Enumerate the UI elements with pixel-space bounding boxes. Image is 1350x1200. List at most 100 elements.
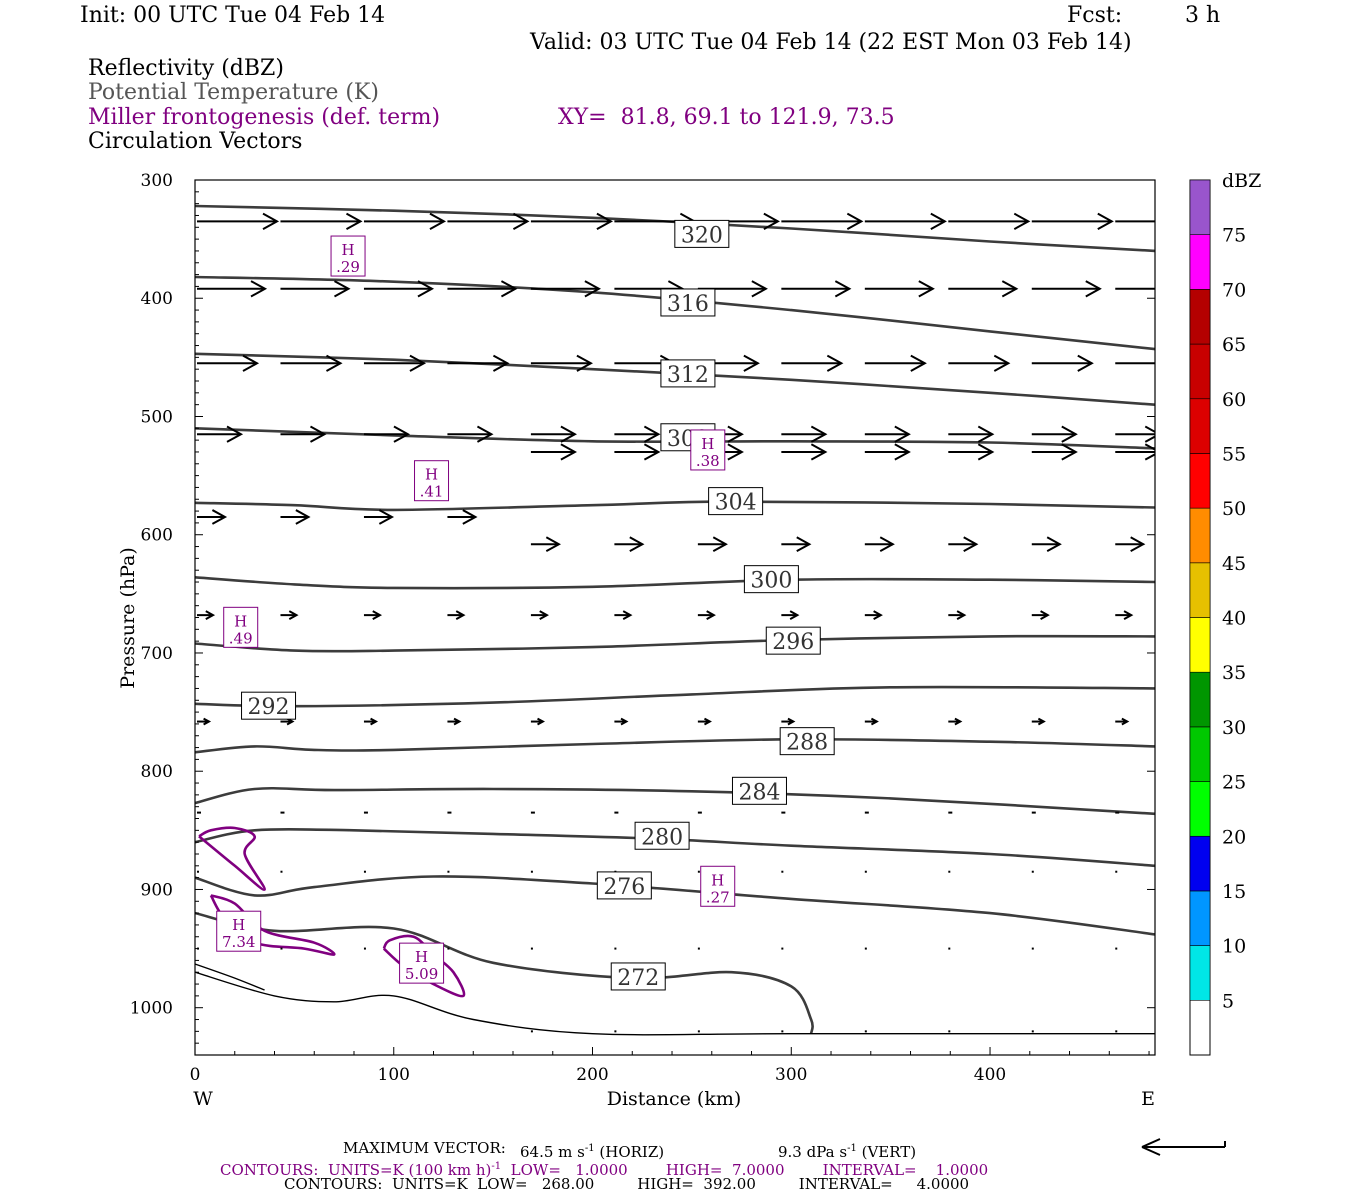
max-vector-horiz: 64.5 m s-1 (HORIZ)	[520, 1143, 665, 1161]
vector-head	[930, 212, 947, 230]
theta-label: 320	[681, 223, 723, 248]
colorbar-segment	[1189, 343, 1211, 400]
vector-head	[476, 425, 494, 443]
frontogenesis-contour-units: CONTOURS: UNITS=K (100 km h)	[220, 1161, 492, 1179]
vector-head	[584, 280, 601, 298]
max-vector-horiz-unit: (HORIZ)	[599, 1143, 665, 1161]
max-vector-horiz-value: 64.5 m s	[520, 1143, 585, 1161]
vector-head	[622, 610, 633, 620]
colorbar-tick-label: 25	[1222, 772, 1246, 794]
vector-head	[370, 717, 379, 726]
vector-head	[956, 610, 967, 620]
reference-vector-arrow	[1141, 1138, 1226, 1156]
vector-head	[1037, 717, 1046, 726]
frontogenesis-max-value: .41	[420, 483, 444, 501]
colorbar-segment	[1189, 289, 1211, 345]
vector-head	[834, 280, 852, 298]
theta-label-box	[674, 219, 730, 248]
theta-contour	[195, 786, 1155, 816]
y-tick-label: 400	[141, 289, 173, 309]
vector-head	[963, 536, 979, 552]
y-tick-label: 900	[141, 880, 173, 900]
colorbar-tick-label: 35	[1222, 662, 1246, 684]
vector-head	[712, 536, 728, 552]
theta-contour	[195, 737, 1155, 754]
vector-head	[372, 610, 383, 620]
vector-head	[345, 212, 363, 230]
colorbar-segment	[1189, 398, 1211, 454]
vector-head	[703, 717, 712, 726]
vector-head	[596, 212, 613, 230]
contour-labels: 320316312308304300296292288284280276272H…	[216, 219, 835, 991]
vector-head	[250, 280, 268, 298]
theta-label-box	[610, 962, 666, 991]
theta-label: 288	[786, 731, 828, 756]
vector-head	[873, 610, 883, 620]
frontogenesis-max-label: H	[701, 435, 714, 453]
vector-head	[879, 536, 895, 552]
vector-head	[1144, 443, 1155, 461]
frontogenesis-max-value: .29	[336, 258, 360, 276]
colorbar-segment	[1189, 726, 1211, 782]
vector-head	[910, 354, 927, 372]
vector-head	[333, 280, 351, 298]
colorbar-segment	[1189, 835, 1211, 892]
x-tick-label: 100	[378, 1065, 410, 1085]
frontogenesis-max-box	[700, 865, 736, 907]
theta-label-box	[660, 359, 716, 388]
vector-head	[537, 717, 545, 726]
frontogenesis-max-value: .49	[229, 629, 253, 647]
vector-head	[894, 443, 911, 461]
theta-label-box	[708, 487, 764, 516]
colorbar: 5 10 15 20 25 30 35 40 45 50 55 60 65 70 75	[1189, 179, 1246, 1056]
vector-head	[727, 443, 744, 461]
vector-head	[1001, 280, 1019, 298]
forecast-label: Fcst:	[1067, 3, 1123, 28]
y-tick-label: 500	[141, 407, 173, 427]
vector-head	[954, 717, 963, 726]
vector-head	[262, 212, 280, 230]
init-time: Init: 00 UTC Tue 04 Feb 14	[80, 3, 386, 28]
vector-head	[226, 425, 244, 443]
theta-label: 300	[750, 569, 792, 594]
vector-head	[539, 610, 549, 620]
vector-head	[462, 509, 478, 525]
vector-head	[295, 509, 311, 525]
legend-circulation: Circulation Vectors	[88, 129, 303, 154]
vector-head	[1130, 536, 1146, 552]
vector-head	[492, 354, 510, 372]
theta-contour	[195, 971, 1155, 1036]
theta-label-box	[660, 288, 716, 317]
vector-head	[560, 443, 577, 461]
frontogenesis-max-box	[216, 910, 262, 952]
vector-head	[500, 280, 518, 298]
theta-label: 296	[772, 630, 814, 655]
frontogenesis-max-box	[223, 606, 259, 648]
vector-head	[1013, 212, 1031, 230]
vector-head	[378, 509, 395, 525]
vector-head	[826, 354, 844, 372]
x-tick-label: 0	[190, 1065, 201, 1085]
vector-head	[810, 443, 828, 461]
max-vector-vert: 9.3 dPa s-1 (VERT)	[778, 1143, 917, 1161]
theta-label-box	[743, 565, 799, 594]
theta-contours	[195, 204, 1155, 1036]
x-axis-east: E	[1141, 1088, 1155, 1110]
x-axis-label: Distance (km)	[607, 1088, 742, 1110]
frontogenesis-max-label: H	[711, 871, 724, 889]
colorbar-segment	[1189, 617, 1211, 673]
x-tick-label: 200	[576, 1065, 608, 1085]
y-tick-label: 300	[141, 171, 173, 191]
y-tick-label: 700	[141, 644, 173, 664]
frontogenesis-max-label: H	[234, 612, 247, 630]
colorbar-tick-label: 40	[1222, 608, 1246, 630]
colorbar-segment	[1189, 507, 1211, 564]
vector-head	[429, 212, 447, 230]
theta-contour	[195, 576, 1155, 590]
colorbar-tick-label: 65	[1222, 334, 1246, 356]
vector-head	[560, 425, 577, 443]
colorbar-segment	[1189, 562, 1211, 618]
legend-frontogenesis: Miller frontogenesis (def. term)	[88, 105, 441, 130]
vector-head	[796, 536, 812, 552]
vector-head	[1121, 717, 1130, 726]
